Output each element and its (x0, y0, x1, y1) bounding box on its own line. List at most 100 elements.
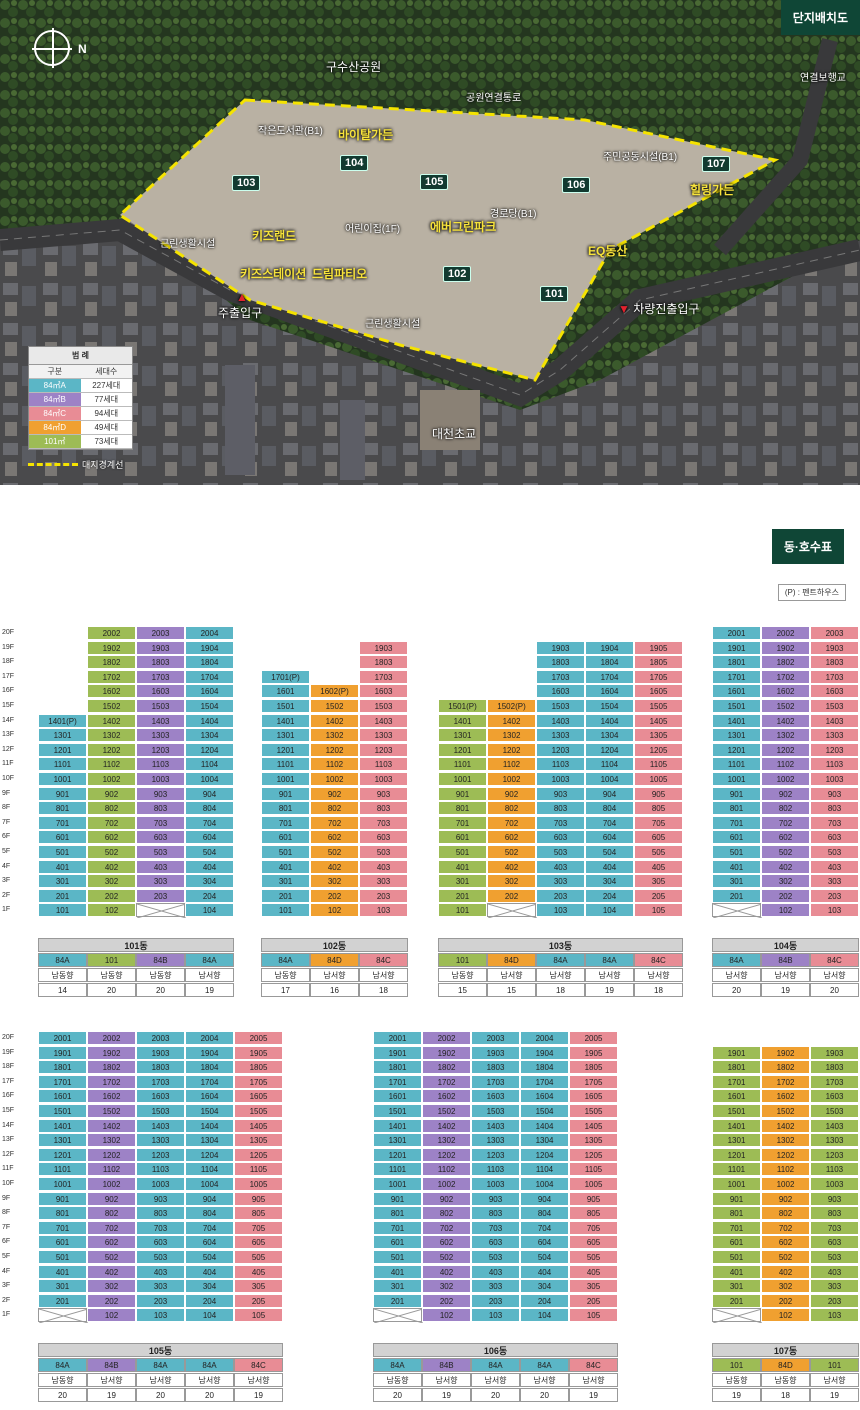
unit-cell: 705 (234, 1220, 283, 1235)
unit-cell: 1401 (712, 713, 761, 728)
unit-cell: 1605 (634, 684, 683, 699)
unit-cell: 101 (38, 903, 87, 918)
building-name: 107동 (712, 1343, 859, 1357)
unit-cell: 802 (422, 1206, 471, 1221)
unit-cell: 104 (520, 1308, 569, 1323)
unit-cell: 1103 (810, 757, 859, 772)
unit-cell: 503 (810, 845, 859, 859)
unit-cell: 402 (422, 1264, 471, 1279)
unit-cell: 304 (185, 874, 234, 889)
unit-cell: 1503 (359, 699, 408, 713)
unit-cell: 1004 (520, 1177, 569, 1191)
unit-cell: 503 (536, 845, 585, 859)
unit-cell: 602 (310, 830, 359, 845)
unit-cell: 1802 (87, 655, 136, 670)
unit-cell: 301 (38, 1279, 87, 1294)
unit-cell: 1703 (536, 669, 585, 684)
unit-cell: 701 (373, 1220, 422, 1235)
unit-cell: 704 (585, 815, 634, 830)
unit-cell: 502 (87, 845, 136, 859)
unit-cell: 1401 (373, 1118, 422, 1133)
unit-cell: 102 (761, 903, 810, 918)
unit-type: 101 (87, 953, 136, 967)
unit-count: 20 (373, 1388, 422, 1402)
unit-cell: 303 (471, 1279, 520, 1294)
building-106-marker[interactable]: 106 (562, 177, 591, 193)
unit-cell: 1004 (585, 772, 634, 786)
floor-label: 15F (2, 1107, 15, 1114)
floor-label: 7F (2, 1223, 11, 1231)
unit-cell: 1101 (38, 1162, 87, 1177)
unit-cell: 1205 (234, 1147, 283, 1162)
unit-cell: 305 (634, 874, 683, 889)
unit-cell: 601 (38, 1235, 87, 1250)
floor-label: 11F (2, 760, 14, 768)
unit-type: 84A (136, 1358, 185, 1372)
unit-cell: 1203 (359, 742, 408, 757)
unit-cell: 1105 (634, 757, 683, 772)
unit-cell: 101 (438, 903, 487, 918)
unit-cell: 1604 (185, 1089, 234, 1104)
building-107-marker[interactable]: 107 (702, 156, 731, 172)
unit-type: 84B (136, 953, 185, 967)
unit-cell: 1003 (810, 772, 859, 786)
unit-count: 16 (310, 983, 359, 997)
unit-cell: 1202 (87, 1147, 136, 1162)
unit-cell: 2003 (810, 626, 859, 640)
building-102-marker[interactable]: 102 (443, 266, 472, 282)
floor-label: 5F (2, 848, 11, 855)
unit-cell: 1202 (310, 742, 359, 757)
building-104-marker[interactable]: 104 (340, 155, 369, 171)
unit-cell: 704 (185, 815, 234, 830)
unit-cell: 601 (261, 830, 310, 845)
unit-type: 84A (373, 1358, 422, 1372)
floor-label: 8F (2, 1209, 11, 1217)
library-label: 작은도서관(B1) (258, 126, 323, 137)
unit-cell: 105 (634, 903, 683, 918)
floor-label: 6F (2, 1238, 11, 1246)
unit-cell: 403 (810, 1264, 859, 1279)
unit-cell: 1502 (761, 699, 810, 713)
unit-cell: 203 (810, 1293, 859, 1308)
unit-cell: 503 (359, 845, 408, 859)
unit-cell: 905 (634, 786, 683, 801)
building-103-marker[interactable]: 103 (232, 175, 261, 191)
unit-cell: 1701 (712, 669, 761, 684)
unit-cell: 1405 (634, 713, 683, 728)
map-title-badge: 단지배치도 (780, 0, 860, 35)
unit-direction: 남서향 (569, 1373, 618, 1387)
unit-cell: 202 (761, 1293, 810, 1308)
unit-cell: 1002 (422, 1177, 471, 1191)
legend-count: 94세대 (94, 409, 119, 418)
unit-direction: 남동향 (87, 968, 136, 982)
unit-cell: 1103 (136, 1162, 185, 1177)
unit-cell: 801 (261, 801, 310, 816)
unit-cell: 1803 (136, 655, 185, 670)
unit-cell: 905 (569, 1191, 618, 1206)
unit-cell: 903 (536, 786, 585, 801)
unit-cell: 1601 (712, 684, 761, 699)
unit-direction: 남서향 (536, 968, 585, 982)
unit-cell: 1302 (761, 728, 810, 743)
unit-cell: 302 (310, 874, 359, 889)
unit-cell: 1502 (310, 699, 359, 713)
unit-cell: 1603 (471, 1089, 520, 1104)
unit-cell: 1401 (38, 1118, 87, 1133)
unit-cell: 1703 (471, 1074, 520, 1089)
unit-cell: 1504 (520, 1104, 569, 1118)
unit-cell: 105 (569, 1308, 618, 1323)
unit-cell: 1805 (234, 1060, 283, 1075)
unit-direction: 남서향 (471, 1373, 520, 1387)
unit-cell: 1804 (585, 655, 634, 670)
building-105-marker[interactable]: 105 (420, 174, 449, 190)
unit-cell: 403 (810, 859, 859, 874)
building-101-marker[interactable]: 101 (540, 286, 569, 302)
unit-cell: 1801 (38, 1060, 87, 1075)
unit-direction: 남동향 (438, 968, 487, 982)
unit-cell: 102 (87, 1308, 136, 1323)
unit-cell: 1103 (359, 757, 408, 772)
unit-cell: 1501 (712, 1104, 761, 1118)
site-plan-map: 단지배치도 N 구수산공원 공원연결통로 연결보행교 대천초교 근린생활시설 근… (0, 0, 860, 485)
unit-cell: 703 (136, 815, 185, 830)
unit-cell: 1505 (569, 1104, 618, 1118)
